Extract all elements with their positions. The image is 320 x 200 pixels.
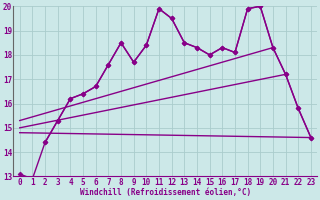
X-axis label: Windchill (Refroidissement éolien,°C): Windchill (Refroidissement éolien,°C) <box>80 188 251 197</box>
